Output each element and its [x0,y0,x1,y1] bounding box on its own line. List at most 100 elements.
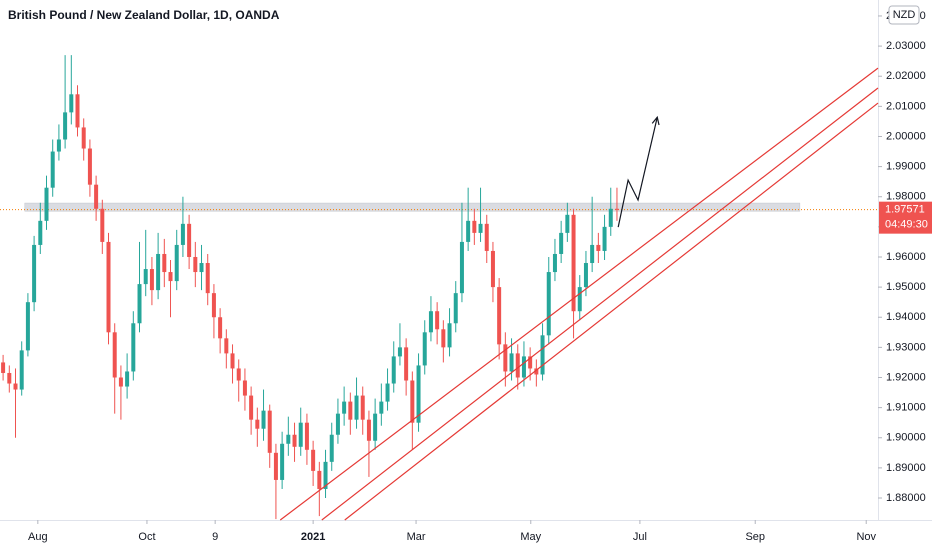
candle-body [236,368,241,381]
x-tick-label: 9 [212,531,218,543]
candle-body [162,253,167,273]
candle-body [280,443,285,480]
candle-body [304,422,309,450]
candle-body [528,356,533,369]
y-tick-label: 2.03000 [886,40,926,52]
candle-body [435,311,440,330]
candle-body [565,214,570,233]
candle-body [397,347,402,357]
y-tick-label: 1.98000 [886,191,926,203]
y-tick-label: 1.99000 [886,161,926,173]
candle-body [571,214,576,312]
candle-body [255,419,260,429]
candle-body [459,241,464,294]
candle-body [75,94,80,128]
candle-body [13,383,18,390]
candle-body [199,263,204,273]
candle-body [100,208,105,242]
candle-body [497,287,502,345]
candle-body [608,208,613,227]
candle-body [249,395,254,420]
candle-body [149,269,154,291]
last-price-label: 1.97571 [885,204,925,216]
trendline [279,67,879,521]
y-tick-label: 1.92000 [886,371,926,383]
candle-body [503,344,508,372]
candle-body [410,380,415,423]
candle-body [273,452,278,480]
candle-body [348,401,353,420]
candle-body [125,371,130,387]
candle-body [218,317,223,339]
candle-body [472,220,477,233]
y-tick-label: 1.90000 [886,432,926,444]
candle-body [25,302,30,351]
candle-body [205,263,210,294]
candle-body [267,410,272,453]
candle-body [447,323,452,348]
candle-body [583,263,588,288]
candle-body [94,184,99,209]
y-tick-label: 1.89000 [886,462,926,474]
candle-body [478,223,483,233]
x-tick-label: Mar [407,531,426,543]
candle-body [261,410,266,429]
candle-body [242,380,247,396]
candle-body [422,332,427,366]
candle-body [187,223,192,257]
candle-body [32,244,37,303]
y-tick-label: 1.94000 [886,311,926,323]
y-tick-label: 2.01000 [886,100,926,112]
candle-body [385,383,390,402]
candle-body [137,284,142,324]
y-tick-label: 1.96000 [886,251,926,263]
last-price-tag [879,201,932,234]
candle-body [180,223,185,245]
candle-body [559,232,564,254]
candle-body [441,329,446,348]
countdown-label: 04:49:30 [885,219,928,231]
candle-body [38,220,43,245]
candle-body [373,413,378,441]
plot [0,55,879,521]
candle-body [546,272,551,336]
trendline [321,87,879,521]
candle-body [7,372,12,384]
candle-body [56,139,61,152]
x-tick-label: Oct [138,531,155,543]
candle-body [540,335,545,375]
candle-body [515,353,520,378]
candle-body [118,377,123,387]
candle-body [311,449,316,471]
candle-body [63,112,68,140]
candle-body [19,350,24,390]
candle-body [360,395,365,420]
y-tick-label: 2.02000 [886,70,926,82]
candle-body [44,187,49,221]
y-tick-label: 1.91000 [886,402,926,414]
candle-body [509,353,514,372]
candle-body [50,151,55,188]
candle-body [614,208,619,210]
candle-body [168,272,173,282]
resistance-zone [24,202,801,212]
candle-body [379,401,384,414]
candle-body [521,356,526,378]
candle-body [106,241,111,333]
candle-body [453,293,458,324]
candle-body [286,434,291,444]
x-tick-label: May [520,531,541,543]
candle-body [490,250,495,288]
candle-body [404,347,409,381]
arrow-head [651,115,660,126]
chart-title: British Pound / New Zealand Dollar, 1D, … [8,8,280,22]
candle-body [112,332,117,378]
candle-body [211,293,216,318]
candle-body [428,311,433,333]
candle-body [484,223,489,251]
y-tick-label: 1.95000 [886,281,926,293]
candle-body [156,253,161,291]
currency-badge [888,5,920,25]
